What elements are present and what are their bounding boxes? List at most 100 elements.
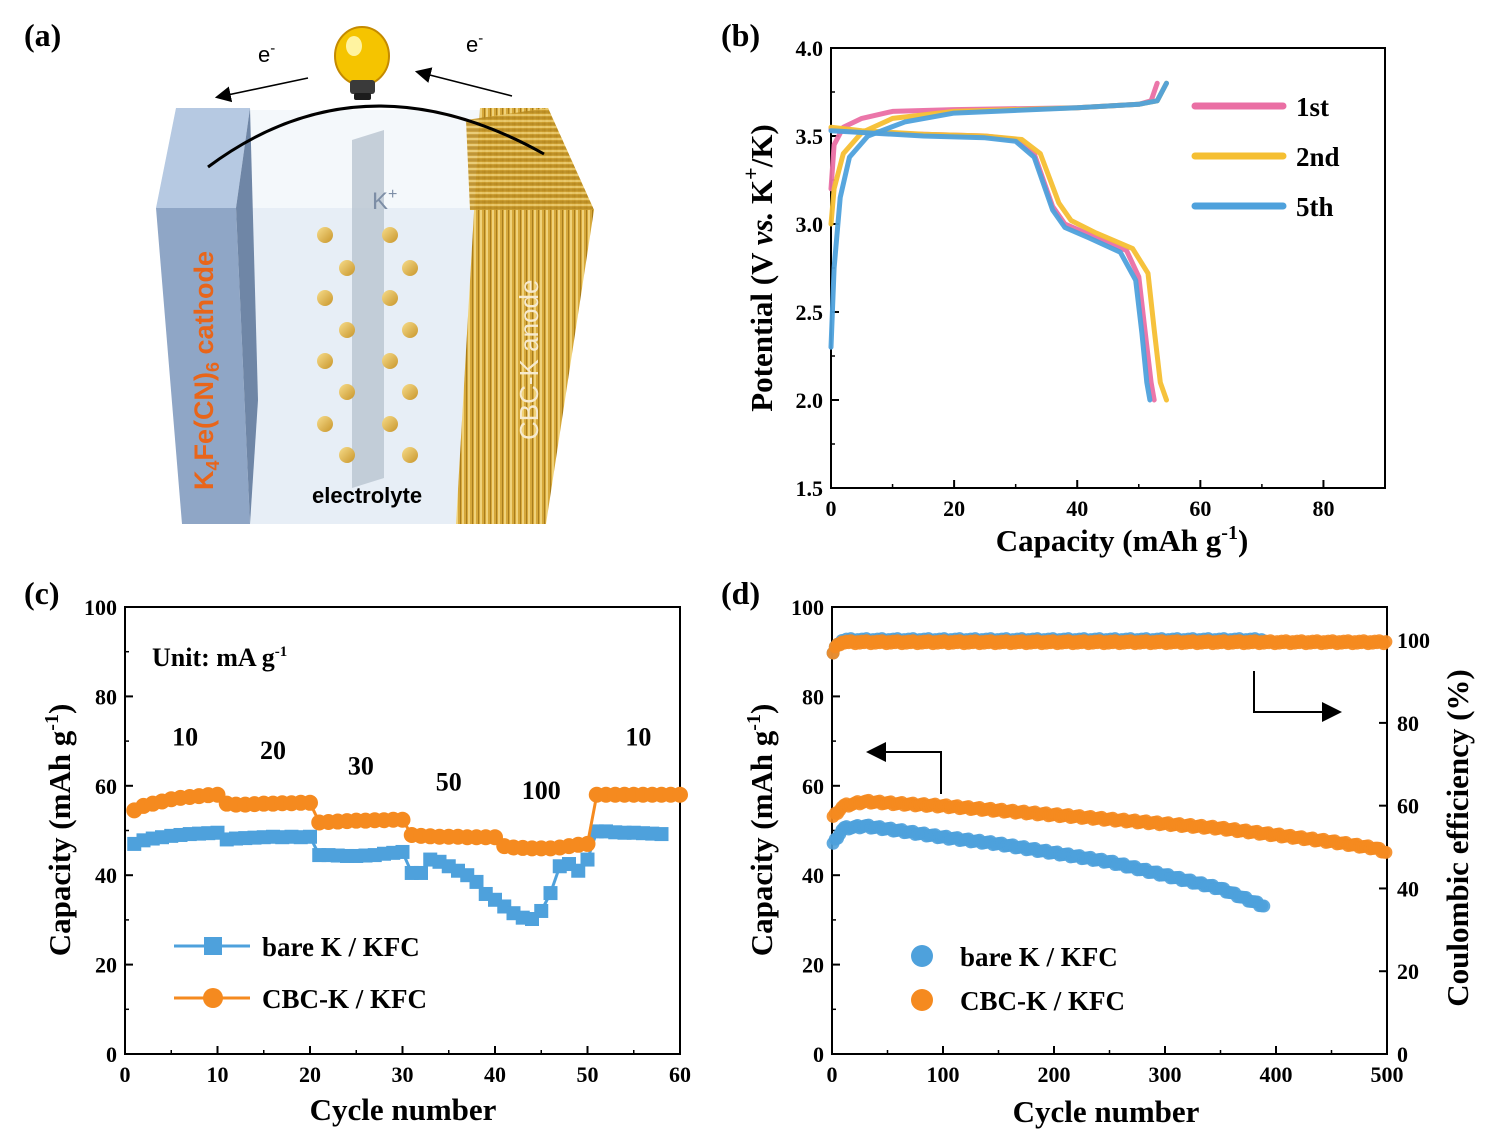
legend-d-marker-1 [911,989,933,1011]
series-b [828,80,1169,403]
series-c-point [580,852,595,867]
y-tick-label: 40 [95,863,117,888]
x-tick-label: 40 [1066,496,1088,521]
legend-b-label-1st: 1st [1296,92,1329,122]
legend-b-label-2nd: 2nd [1296,142,1340,172]
electron-label-right: e- [466,30,483,57]
series-b-1st-discharge [828,126,1157,403]
ion-2 [339,260,355,276]
y-axis-label-d: Capacity (mAh g-1) [743,704,779,957]
rate-label-4: 100 [522,776,561,805]
series-c-point [543,886,558,901]
y-tick-label: 100 [791,595,824,620]
cathode-front [156,208,250,524]
series-c-point [302,794,318,811]
cathode-side [236,108,258,524]
panel-a-schematic: (a) e- e- K+ K4Fe(CN)6 cathode [24,17,594,524]
legend-b: 1st 2nd 5th [1191,92,1340,222]
series-b-5th-discharge [828,128,1153,403]
legend-c-marker-1 [203,988,223,1008]
rate-label-1: 20 [260,736,286,765]
y-tick-label: 2.0 [796,388,824,413]
y-axis-label-b: Potential (V vs. K+/K) [738,124,779,412]
series-d-cap-point-1 [1379,845,1393,859]
legend-b-label-5th: 5th [1296,192,1334,222]
x-axis-label-c: Cycle number [310,1092,497,1127]
ion-12 [317,416,333,432]
electron-arrow-right [414,67,513,97]
x-tick-label: 300 [1149,1062,1182,1087]
panel-label-a: (a) [24,17,61,53]
x-tick-label: 10 [207,1062,229,1087]
series-c-point [394,811,411,828]
axis-ticks-c: 0 10 20 30 40 50 60 0 20 40 60 80 100 [84,595,691,1087]
light-bulb-icon [334,26,390,100]
x-tick-label: 40 [484,1062,506,1087]
ion-6 [339,322,355,338]
x-tick-label: 30 [392,1062,414,1087]
electron-label-left: e- [258,40,275,67]
ion-13 [382,416,398,432]
x-tick-label: 60 [1189,496,1211,521]
ion-9 [382,353,398,369]
y-axis-label-c: Capacity (mAh g-1) [41,704,77,957]
rate-label-0: 10 [172,723,198,752]
ion-4 [317,290,333,306]
rate-label-2: 30 [348,752,374,781]
electrolyte-label: electrolyte [312,483,422,508]
x-tick-label: 200 [1038,1062,1071,1087]
y-right-tick-label: 20 [1397,959,1419,984]
x-tick-label: 400 [1260,1062,1293,1087]
legend-c-marker-0 [204,937,222,955]
potassium-ions [317,227,418,463]
y-right-tick-label: 0 [1397,1042,1408,1067]
x-tick-label: 20 [299,1062,321,1087]
y-tick-label: 3.5 [796,124,824,149]
x-tick-label: 0 [120,1062,131,1087]
ion-label: K+ [372,186,397,215]
series-c-point [579,835,596,852]
legend-c-label-1: CBC-K / KFC [262,984,427,1014]
anode-top [466,108,594,210]
y-tick-label: 0 [106,1042,117,1067]
series-c-point [414,865,428,880]
y-tick-label: 0 [813,1042,824,1067]
axis-ticks-b: 0 20 40 60 80 1.5 2.0 2.5 3.0 3.5 4.0 [796,36,1335,521]
separator-membrane [352,130,384,488]
external-circuit-wire [207,104,545,169]
series-d-ce-point-1 [1379,635,1393,649]
series-d [826,632,1393,913]
cathode-top [156,108,250,208]
ion-8 [317,353,333,369]
series-d-cap-point-0 [1257,899,1271,913]
y-tick-label: 60 [95,774,117,799]
x-tick-label: 50 [577,1062,599,1087]
ion-7 [402,322,418,338]
legend-d-marker-0 [911,945,933,967]
legend-d-label-0: bare K / KFC [960,942,1118,972]
rate-label-5: 10 [625,723,651,752]
series-c-point [395,844,410,859]
rate-labels-c: 10 20 30 50 100 10 [172,723,651,806]
y-right-tick-label: 40 [1397,876,1419,901]
x-tick-label: 60 [669,1062,691,1087]
ion-11 [402,384,418,400]
y-right-tick-label: 80 [1397,711,1419,736]
y-tick-label: 40 [802,863,824,888]
y-right-tick-label: 100 [1397,628,1430,653]
x-tick-label: 500 [1371,1062,1404,1087]
panel-b-voltage-profile: (b) 0 20 40 60 80 1.5 2.0 2.5 3.0 3.5 4.0 1st 2nd 5t… [721,17,1386,558]
ion-5 [382,290,398,306]
series-c [126,786,688,927]
anode-front [456,108,594,524]
ion-0 [317,227,333,243]
y-tick-label: 3.0 [796,212,824,237]
y-tick-label: 100 [84,595,117,620]
ion-3 [402,260,418,276]
y-tick-label: 1.5 [796,476,824,501]
capacity-axis-arrow [866,742,942,794]
x-tick-label: 0 [827,1062,838,1087]
series-b-5th-charge [828,80,1169,350]
